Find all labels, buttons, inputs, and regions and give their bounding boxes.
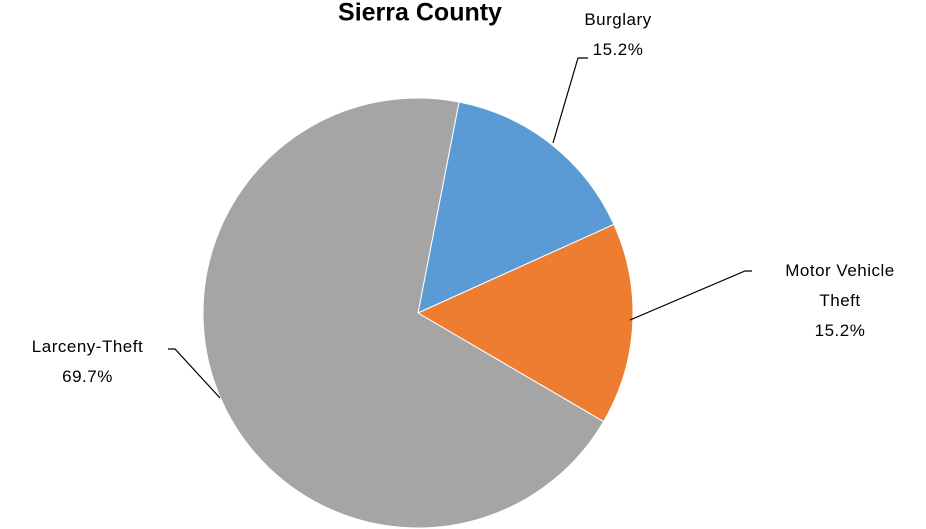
label-name: Larceny-Theft xyxy=(31,337,144,356)
label-name: Motor Vehicle Theft xyxy=(785,261,895,310)
pie-slice xyxy=(416,223,634,423)
pie-slice xyxy=(417,101,615,314)
label-value: 15.2% xyxy=(814,321,866,340)
data-label: Burglary 15.2% xyxy=(548,5,688,65)
label-value: 69.7% xyxy=(62,367,113,386)
data-label: Larceny-Theft 69.7% xyxy=(10,332,165,392)
chart-title: Sierra County xyxy=(338,0,502,27)
leader-line xyxy=(629,270,752,321)
leader-line xyxy=(552,57,588,144)
pie-slice xyxy=(202,97,605,529)
label-name: Burglary xyxy=(584,10,652,29)
leader-line xyxy=(168,348,221,399)
data-label: Motor Vehicle Theft 15.2% xyxy=(765,256,915,346)
label-value: 15.2% xyxy=(592,40,644,59)
